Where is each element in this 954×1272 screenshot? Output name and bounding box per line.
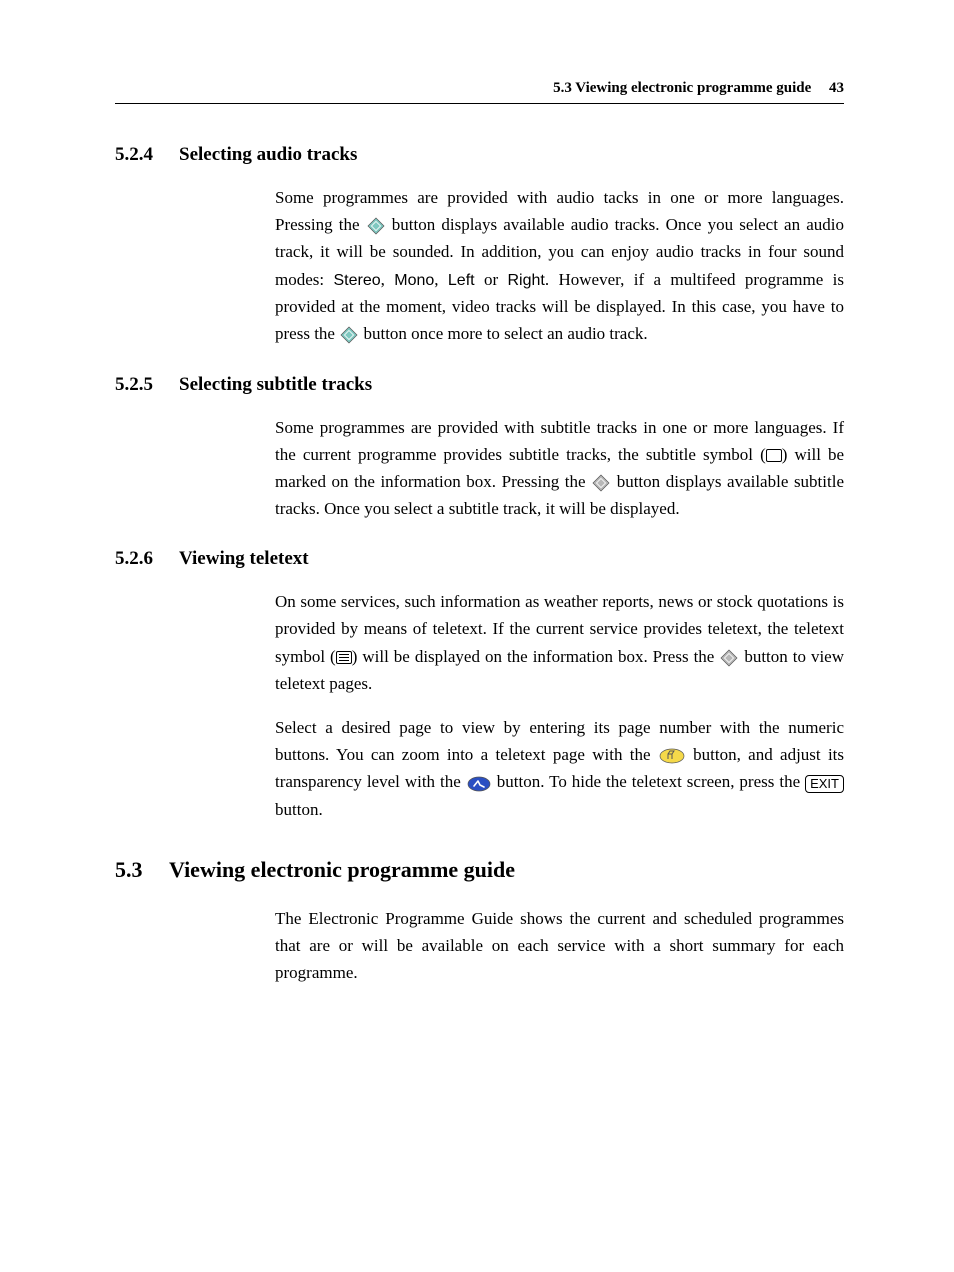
content-area: 5.2.4Selecting audio tracks Some programm… (115, 144, 844, 986)
gray-diamond-icon (720, 649, 738, 667)
paragraph: On some services, such information as we… (275, 588, 844, 697)
text-run: or (475, 270, 508, 289)
text-run: Some programmes are provided with subtit… (275, 418, 844, 464)
subsection: 5.2.4Selecting audio tracks Some programm… (115, 144, 844, 348)
text-run: ) will be displayed on the information b… (352, 647, 720, 666)
subsection-heading: 5.2.6Viewing teletext (115, 548, 844, 570)
subsection: 5.2.6Viewing teletext On some services, s… (115, 548, 844, 823)
subsection-number: 5.2.5 (115, 374, 179, 396)
text-run: The Electronic Programme Guide shows the… (275, 909, 844, 982)
text-run: , (381, 270, 395, 289)
subsection-title: Selecting audio tracks (179, 144, 357, 166)
subsection-number: 5.2.4 (115, 144, 179, 166)
exit-key-icon: EXIT (805, 775, 844, 793)
teletext-symbol-icon (336, 651, 352, 664)
page: 5.3 Viewing electronic programme guide 4… (0, 0, 954, 1272)
paragraph: Select a desired page to view by enterin… (275, 714, 844, 823)
paragraph: The Electronic Programme Guide shows the… (275, 905, 844, 987)
text-run: , (434, 270, 448, 289)
subsection: 5.2.5Selecting subtitle tracks Some progr… (115, 374, 844, 523)
paragraph: Some programmes are provided with audio … (275, 184, 844, 348)
blue-oval-icon (467, 776, 491, 792)
paragraph: Some programmes are provided with subtit… (275, 414, 844, 523)
section-title: Viewing electronic programme guide (169, 857, 515, 883)
teal-diamond-icon (367, 217, 385, 235)
text-run: Right (508, 272, 545, 289)
section-heading: 5.3Viewing electronic programme guide (115, 857, 844, 883)
text-run: button once more to select an audio trac… (359, 324, 647, 343)
header-title: 5.3 Viewing electronic programme guide (553, 80, 811, 96)
subtitle-symbol-icon (766, 449, 782, 462)
running-header: 5.3 Viewing electronic programme guide 4… (115, 80, 844, 104)
subsection-number: 5.2.6 (115, 548, 179, 570)
text-run: Stereo (333, 272, 380, 289)
section-number: 5.3 (115, 857, 169, 883)
teal-diamond-icon (340, 326, 358, 344)
subsection-title: Viewing teletext (179, 548, 309, 570)
text-run: Left (448, 272, 475, 289)
gray-diamond-icon (592, 474, 610, 492)
text-run: button. To hide the teletext screen, pre… (492, 772, 805, 791)
text-run: button. (275, 800, 323, 819)
header-page-number: 43 (829, 80, 844, 96)
subsection-heading: 5.2.5Selecting subtitle tracks (115, 374, 844, 396)
subsection-title: Selecting subtitle tracks (179, 374, 372, 396)
subsection-heading: 5.2.4Selecting audio tracks (115, 144, 844, 166)
text-run: Mono (394, 272, 434, 289)
yellow-oval-icon (659, 748, 685, 764)
